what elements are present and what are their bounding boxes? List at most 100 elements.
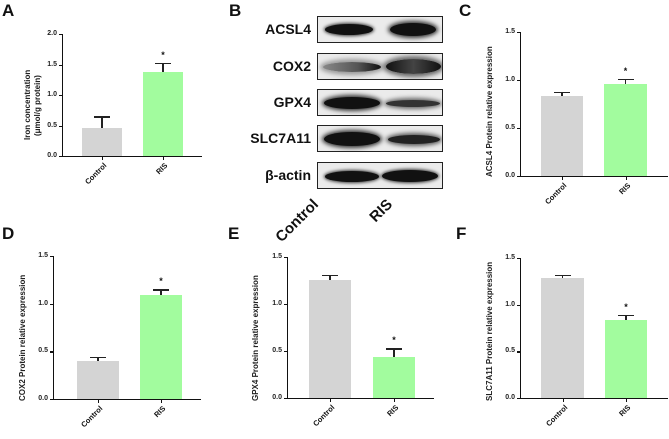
y-tick [517,32,521,34]
y-axis-label: Iron concentration [23,69,32,140]
panel-letter-b: B [229,1,242,20]
y-tick [517,258,521,260]
y-axis [287,257,289,399]
blot-label-gpx4: GPX4 [273,94,311,110]
error-bar [393,348,395,357]
y-tick-label: 0.5 [505,347,515,355]
band-slc7a11-control [324,132,380,146]
y-axis-label: GPX4 Protein relative expression [251,274,260,401]
bar-ris [373,356,415,398]
x-category-label: RIS [617,403,633,419]
y-tick [517,80,521,82]
x-category-label: RIS [385,403,401,419]
y-axis [520,258,522,399]
error-cap [322,274,338,277]
x-category-label: RIS [616,181,632,197]
error-bar [162,62,164,73]
error-cap [618,314,634,317]
y-axis-label: SLC7A11 Protein relative expression [485,261,494,401]
error-cap [617,79,634,81]
y-tick [284,351,288,353]
bar-ris [605,319,647,398]
x-tick [626,398,628,402]
significance-star: * [392,335,396,346]
y-tick-label: 1.5 [505,254,515,261]
y-tick [50,303,54,305]
x-category-label: Control [311,403,337,429]
y-tick-label: 0.5 [38,347,48,355]
blot-label-beta-actin: β-actin [265,167,311,183]
y-tick [59,125,63,127]
y-tick [59,64,63,66]
error-bar [160,289,162,296]
blot-cox2 [317,53,443,80]
y-tick-label: 0.0 [505,172,515,179]
band-beta-actin-control [325,171,379,182]
band-cox2-control [323,62,381,72]
x-tick [562,176,564,180]
y-tick-label: 1.0 [505,300,515,308]
error-cap [386,348,402,350]
y-tick-label: 1.5 [505,28,515,35]
y-tick [517,351,521,353]
y-tick-label: 0.0 [272,394,282,401]
x-tick [98,399,100,403]
bar-ris [140,295,182,399]
panel-letter-d: D [2,224,15,243]
bar-control [309,279,351,398]
blot-label-acsl4: ACSL4 [265,21,311,37]
error-bar [97,357,99,361]
x-tick [161,399,163,403]
band-acsl4-control [325,24,373,35]
bar-ris [604,83,647,176]
x-axis [520,398,668,400]
panel-letter-c: C [459,1,472,20]
y-tick [517,304,521,306]
y-tick-label: 1.0 [272,300,282,307]
x-axis [520,176,668,178]
bar-control [82,127,122,156]
y-tick-label: 0.0 [47,152,57,159]
y-tick-label: 0.5 [272,347,282,354]
y-tick [284,304,288,306]
y-tick-label: 2.0 [47,30,57,37]
error-bar [561,91,563,97]
error-cap [153,289,169,291]
band-beta-actin-ris [382,170,438,182]
blot-lane-control: Control [272,196,323,246]
x-category-label: RIS [152,404,168,420]
y-tick-label: 0.5 [505,124,515,131]
y-tick [59,95,63,97]
y-axis [53,256,55,400]
error-cap [554,91,570,93]
x-tick [163,156,165,160]
blot-acsl4 [317,16,443,43]
significance-star: * [623,66,628,77]
error-bar [101,116,103,128]
y-axis-label-unit: (μmol/g protein) [33,75,42,136]
band-slc7a11-ris [388,135,440,144]
x-category-label: Control [83,161,109,187]
blot-lane-ris: RIS [366,196,397,226]
band-gpx4-ris [386,100,440,107]
bar-control [541,277,584,398]
blot-label-cox2: COX2 [272,58,311,74]
x-category-label: RIS [154,161,170,177]
y-tick [50,399,54,401]
bar-ris [143,72,183,156]
y-axis [520,32,522,177]
y-tick [517,128,521,130]
y-tick-label: 0.0 [505,394,515,401]
y-tick-label: 0.0 [38,395,48,402]
blot-beta-actin [317,162,443,189]
panel-letter-e: E [228,224,240,243]
y-tick-label: 0.5 [47,121,57,129]
x-tick [394,398,396,402]
y-tick [50,351,54,353]
band-gpx4-control [324,97,380,109]
band-cox2-ris [386,59,441,74]
bar-control [541,96,583,176]
y-tick [50,256,54,258]
x-tick [625,176,627,180]
blot-gpx4 [317,89,443,116]
